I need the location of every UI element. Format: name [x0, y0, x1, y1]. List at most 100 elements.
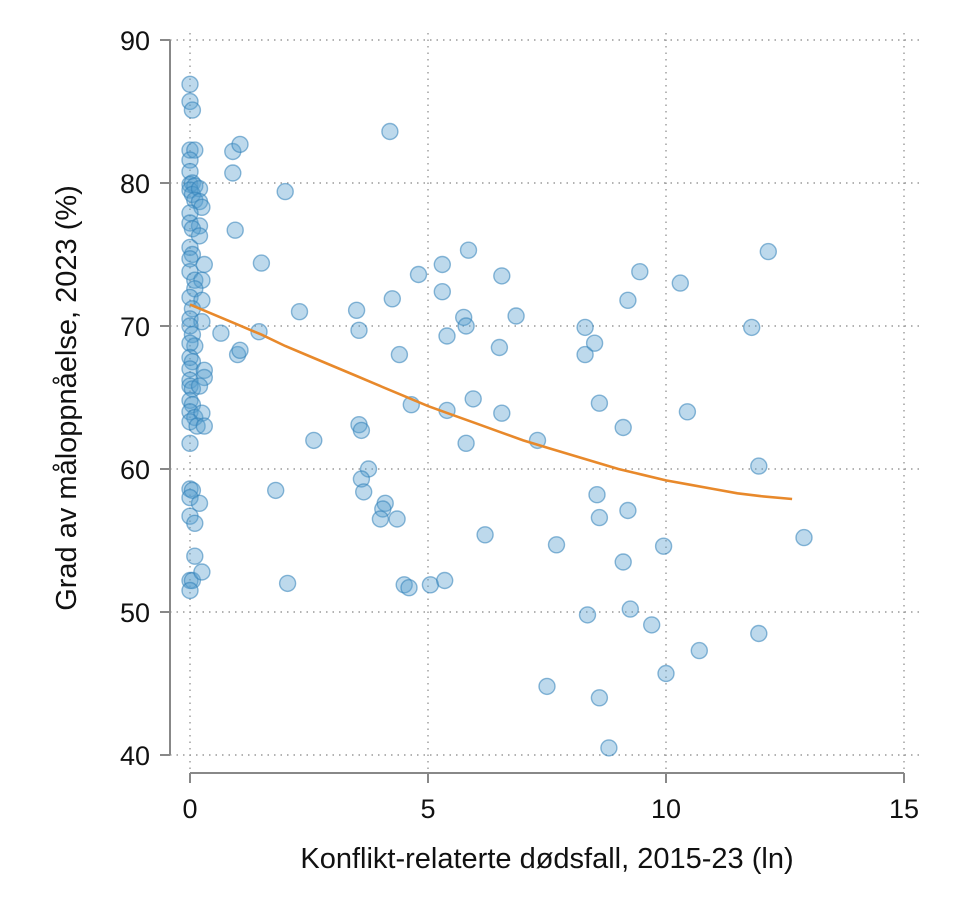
scatter-point [400, 579, 418, 597]
scatter-point [493, 267, 511, 285]
y-tick-label: 80 [120, 169, 150, 199]
scatter-point [381, 122, 399, 141]
scatter-point [224, 142, 242, 161]
scatter-point [657, 664, 675, 683]
scatter-point [186, 547, 204, 565]
scatter-point [350, 321, 368, 339]
scatter-point [590, 394, 609, 412]
scatter-point [231, 341, 249, 359]
scatter-point [190, 377, 209, 395]
x-tick-label: 15 [889, 794, 919, 824]
scatter-points [181, 75, 813, 757]
scatter-point [750, 624, 768, 643]
scatter-point [600, 739, 618, 757]
scatter-point [654, 537, 673, 555]
scatter-point [374, 500, 392, 518]
y-tick-label: 90 [120, 26, 150, 56]
scatter-point [476, 526, 494, 544]
scatter-point [678, 403, 697, 421]
scatter-point [421, 576, 440, 594]
scatter-point [181, 581, 199, 600]
scatter-point [585, 334, 604, 352]
scatter-point [183, 220, 202, 238]
scatter-point [438, 327, 456, 345]
scatter-point [186, 514, 204, 532]
fit-line-group [189, 303, 793, 501]
scatter-point [619, 501, 637, 520]
scatter-point [621, 600, 639, 618]
scatter-point [186, 141, 204, 159]
x-axis-title: Konflikt-relaterte dødsfall, 2015-23 (ln… [300, 843, 793, 875]
scatter-point [588, 486, 606, 504]
scatter-point [507, 307, 525, 325]
scatter-point [538, 677, 556, 696]
scatter-point [743, 318, 761, 337]
scatter-point [267, 481, 285, 500]
scatter-point [433, 255, 451, 274]
scatter-point [181, 377, 199, 395]
scatter-point [181, 434, 199, 452]
scatter-point [181, 263, 199, 281]
scatter-point [390, 345, 409, 364]
scatter-point [276, 182, 294, 201]
scatter-point [457, 317, 475, 335]
scatter-point [590, 508, 609, 527]
scatter-point [457, 434, 475, 452]
scatter-point [290, 303, 309, 321]
fit-line [189, 303, 793, 501]
scatter-point [352, 421, 371, 440]
scatter-point [226, 221, 244, 239]
scatter-point [193, 404, 211, 422]
y-tick-label: 50 [120, 598, 150, 628]
scatter-point [614, 418, 632, 437]
scatter-point [690, 641, 708, 660]
scatter-point [795, 528, 813, 547]
y-tick-label: 40 [120, 741, 150, 771]
scatter-point [181, 141, 199, 159]
scatter-point [212, 324, 230, 342]
scatter-point [619, 291, 637, 309]
y-tick-label: 70 [120, 312, 150, 342]
scatter-point [547, 536, 566, 554]
scatter-point [576, 318, 594, 337]
scatter-point [181, 488, 199, 507]
x-tick-label: 5 [420, 794, 435, 824]
gridlines [170, 33, 924, 773]
scatter-point [371, 510, 390, 528]
scatter-point [436, 571, 454, 590]
scatter-point [759, 242, 777, 261]
scatter-point [671, 274, 689, 292]
scatter-point [590, 689, 609, 707]
y-axis-title: Grad av måloppnåelse, 2023 (%) [51, 185, 83, 611]
scatter-point [433, 283, 451, 301]
scatter-point [231, 135, 249, 154]
scatter-point [347, 301, 366, 319]
scatter-point [195, 417, 214, 435]
scatter-point [195, 361, 214, 379]
scatter-point [409, 265, 428, 284]
scatter-point [193, 563, 211, 581]
scatter-point [181, 334, 199, 352]
scatter-point [224, 164, 242, 182]
scatter-point [305, 431, 323, 450]
scatter-point [190, 227, 209, 245]
scatter-point [181, 75, 199, 94]
x-tick-label: 0 [182, 794, 197, 824]
scatter-point [190, 494, 209, 512]
tick-labels: 40 50 60 70 80 90 0 5 10 15 [120, 26, 919, 824]
scatter-point [614, 553, 632, 571]
x-tick-label: 10 [651, 794, 681, 824]
scatter-point [278, 574, 297, 593]
scatter-point [631, 263, 649, 281]
y-tick-label: 60 [120, 455, 150, 485]
scatter-point [352, 470, 371, 488]
axes [160, 39, 905, 783]
scatter-point [183, 101, 202, 119]
scatter-point [188, 417, 206, 435]
scatter-point [395, 576, 413, 594]
scatter-point [750, 457, 768, 475]
scatter-point [195, 368, 214, 387]
scatter-point [490, 338, 509, 357]
scatter-point [576, 345, 594, 364]
